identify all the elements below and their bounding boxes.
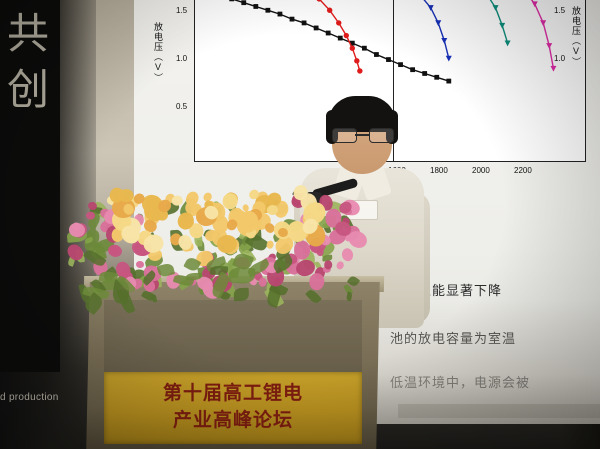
left-display-panel: 共创 [0, 0, 60, 372]
flower-bloom [335, 259, 345, 271]
chart-ytick: 1.5 [176, 6, 188, 15]
flower-bloom [324, 260, 333, 270]
left-panel-caption: d production [0, 392, 59, 403]
speaker-hair-side-left [326, 110, 338, 144]
chart-plot-right [522, 0, 586, 162]
flower-leaf [233, 287, 250, 301]
speaker-hair-side-right [386, 110, 398, 144]
chart-ytick: 1.0 [176, 54, 188, 63]
flower-arrangement [64, 182, 370, 316]
slide-chart: 放电压（V） 2.0 1.5 1.0 0.5 1400 1600 1800 20… [150, 0, 590, 196]
flower-bloom [265, 240, 275, 250]
chart-ytick-right: 1.5 [554, 6, 566, 15]
speaker-hair [328, 96, 396, 132]
podium-banner-text: 第十届高工锂电 产业高峰论坛 [104, 380, 362, 434]
banner-line-2: 产业高峰论坛 [172, 409, 293, 431]
flower-leaf [151, 293, 158, 303]
chart-ylabel-right: 放电压（V） [571, 6, 581, 67]
flower-bloom [135, 261, 145, 269]
flower-bloom [258, 276, 268, 287]
chart-ytick-right: 1.0 [554, 54, 566, 63]
chart-ytick: 0.5 [176, 102, 188, 111]
chart-plot-middle [394, 0, 522, 162]
glasses-icon [332, 128, 394, 143]
calligraphy-text: 共创 [6, 9, 49, 114]
chart-ylabel-left: 放电压（V） [153, 22, 163, 83]
chart-xtick: 2000 [472, 166, 490, 175]
flower-bloom [340, 246, 355, 263]
podium-banner: 第十届高工锂电 产业高峰论坛 [104, 372, 362, 444]
banner-line-1: 第十届高工锂电 [162, 382, 303, 404]
chart-xtick: 2200 [514, 166, 532, 175]
chart-curves [229, 0, 557, 84]
chart-xtick: 1800 [430, 166, 448, 175]
